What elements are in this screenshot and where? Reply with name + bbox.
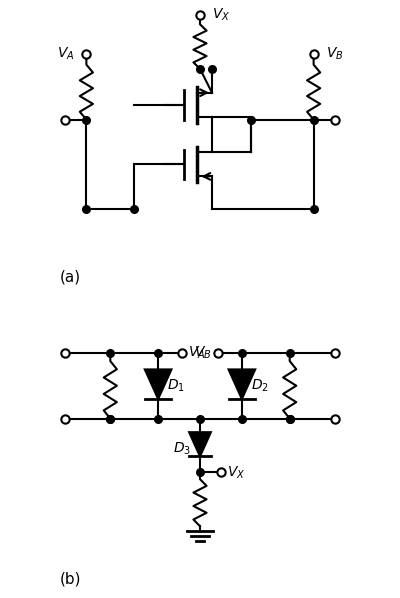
- Polygon shape: [189, 432, 211, 456]
- Text: $D_1$: $D_1$: [167, 377, 185, 394]
- Text: $D_2$: $D_2$: [251, 377, 269, 394]
- Text: $V_B$: $V_B$: [194, 344, 212, 361]
- Polygon shape: [145, 370, 172, 399]
- Text: $V_A$: $V_A$: [57, 45, 74, 62]
- Polygon shape: [228, 370, 255, 399]
- Text: $V_B$: $V_B$: [326, 45, 343, 62]
- Text: $V_A$: $V_A$: [188, 344, 206, 361]
- Text: (a): (a): [60, 269, 80, 284]
- Text: (b): (b): [60, 571, 81, 586]
- Text: $D_3$: $D_3$: [173, 440, 191, 457]
- Text: $V_X$: $V_X$: [212, 7, 230, 23]
- Text: $V_X$: $V_X$: [227, 464, 245, 481]
